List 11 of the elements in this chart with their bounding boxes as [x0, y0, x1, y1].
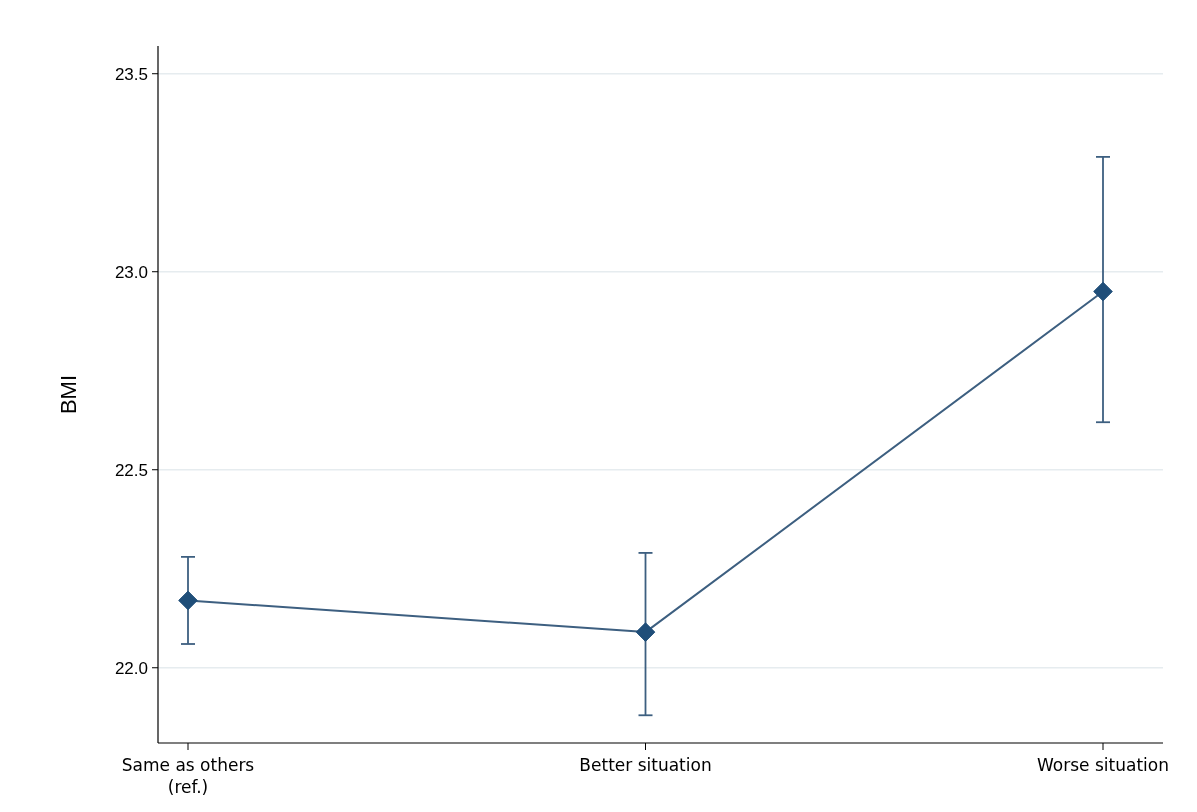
point	[635, 622, 656, 642]
y-axis-title: BMI	[56, 374, 81, 415]
y-tick-label: 22.5	[114, 460, 148, 480]
y-tick-label: 23.0	[114, 262, 148, 282]
y-tick-label: 23.5	[114, 64, 148, 84]
x-tick-label: Better situation	[579, 755, 712, 775]
y-tick-label: 22.0	[114, 658, 148, 678]
x-tick-label: Same as others (ref.)	[121, 755, 255, 797]
point	[1093, 281, 1113, 302]
point	[178, 590, 198, 611]
x-tick-label: Worse situation	[1037, 755, 1169, 775]
